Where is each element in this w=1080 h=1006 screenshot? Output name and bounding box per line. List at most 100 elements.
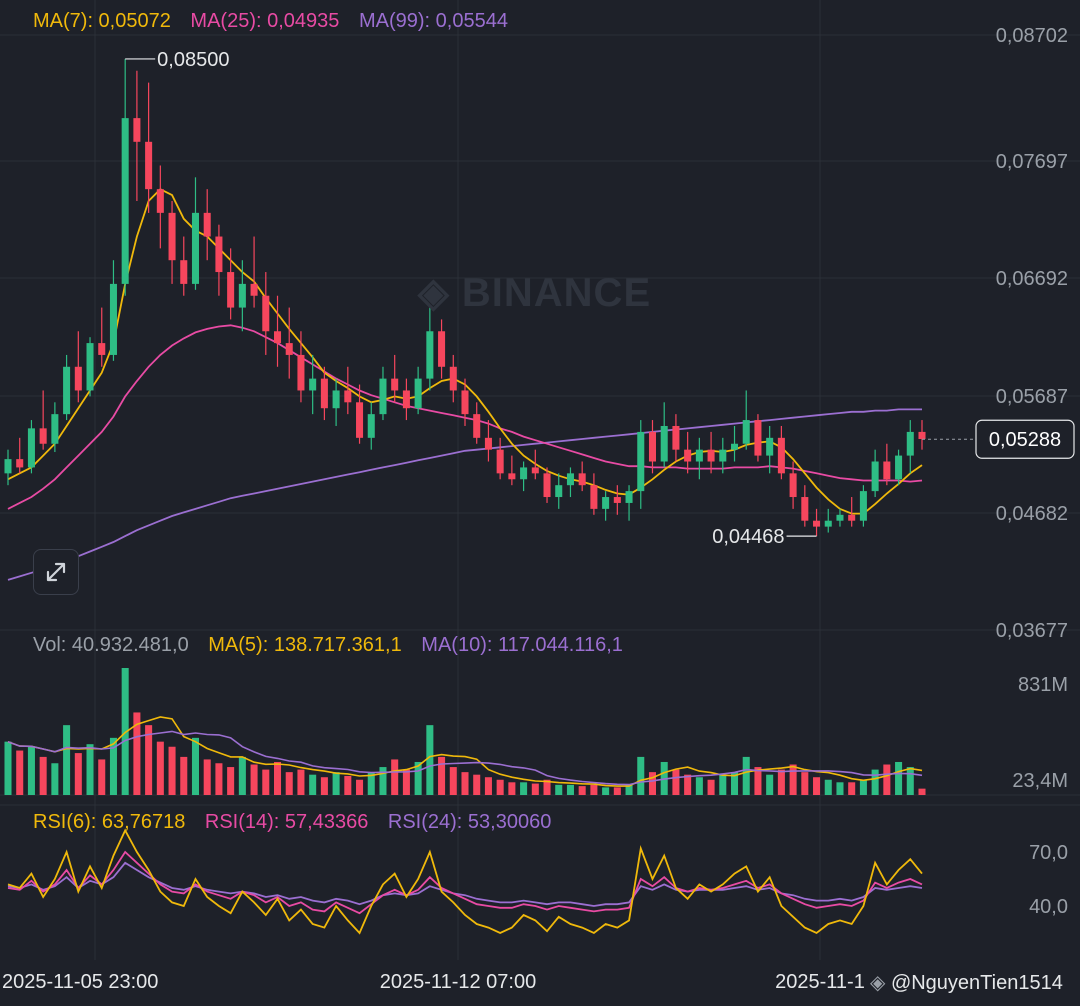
volume-bar xyxy=(730,772,739,795)
volume-bar xyxy=(320,777,328,795)
volume-bar xyxy=(836,782,844,795)
volume-bar xyxy=(98,759,106,795)
volume-bar xyxy=(180,756,188,795)
volume-bar xyxy=(51,763,59,795)
volume-bar xyxy=(520,782,528,795)
vol-ma5-line xyxy=(7,716,923,787)
volume-bar xyxy=(86,744,94,795)
volume-bar xyxy=(707,779,715,795)
candle-body xyxy=(566,473,574,486)
rsi6-legend: RSI(6): 63,76718 xyxy=(33,811,186,833)
candle-body xyxy=(180,260,188,284)
candle-body xyxy=(238,283,246,308)
volume-tick-label: 831M xyxy=(1018,674,1068,696)
expand-button[interactable] xyxy=(33,549,79,595)
volume-bar xyxy=(695,777,703,795)
candle-body xyxy=(273,331,282,344)
candle-body xyxy=(402,390,410,409)
volume-bar xyxy=(555,784,563,795)
candle-body xyxy=(63,366,71,415)
volume-bar xyxy=(16,750,24,795)
candle-body xyxy=(660,425,668,462)
candle-body xyxy=(531,467,539,474)
volume-bar xyxy=(238,756,246,795)
time-tick-label: 2025-11-1 xyxy=(775,971,865,993)
rsi14-legend: RSI(14): 57,43366 xyxy=(204,811,369,833)
candle-body xyxy=(4,459,12,474)
time-tick-label: 2025-11-05 23:00 xyxy=(2,971,158,993)
candle-body xyxy=(121,118,129,284)
volume-bar xyxy=(461,772,469,795)
ma99-line xyxy=(7,408,922,581)
volume-bar xyxy=(344,775,352,795)
volume-bar xyxy=(578,786,586,795)
volume-bar xyxy=(813,777,821,795)
axis-ticks: 0,08702 0,07697 0,06692 0,05687 0,04682 0,036… xyxy=(2,25,1075,993)
candle-body xyxy=(356,402,364,438)
volume-bar xyxy=(402,769,410,795)
candle-body xyxy=(719,449,727,462)
candle-body xyxy=(508,473,516,480)
volume-bar xyxy=(543,779,551,795)
rsi6-line xyxy=(7,828,923,935)
current-price-label: 0,05288 xyxy=(989,429,1061,451)
price-tick-label: 0,06692 xyxy=(996,268,1068,290)
candle-body xyxy=(27,428,35,468)
candle-body xyxy=(332,390,340,409)
candle-body xyxy=(309,378,317,391)
candle-body xyxy=(250,283,258,296)
candle-body xyxy=(156,189,164,213)
volume-bar xyxy=(203,759,211,795)
volume-bar xyxy=(602,787,610,795)
volume-bar xyxy=(906,767,914,795)
candle-body xyxy=(730,443,739,450)
volume-bar xyxy=(672,769,680,795)
volume-bar xyxy=(918,788,926,795)
volume-bar xyxy=(379,767,387,795)
binance-small-logo-icon: ◈ xyxy=(870,972,891,994)
volume-bar xyxy=(742,756,750,795)
ma7-line xyxy=(7,188,923,515)
volume-bar xyxy=(590,784,598,795)
volume-bar xyxy=(777,769,785,795)
candle-body xyxy=(824,520,832,527)
volume-bar xyxy=(414,761,422,795)
candle-body xyxy=(109,283,117,355)
volume-bar xyxy=(273,761,282,795)
vol-ma10-line xyxy=(7,730,923,786)
volume-bar xyxy=(566,784,574,795)
vol-ma5-legend: MA(5): 138.717.361,1 xyxy=(208,634,402,656)
candle-body xyxy=(133,118,141,142)
candle-body xyxy=(625,491,633,503)
price-candles xyxy=(4,58,926,537)
volume-bar xyxy=(531,783,539,795)
candle-body xyxy=(484,437,492,450)
volume-bar xyxy=(262,769,270,795)
candle-body xyxy=(895,455,903,480)
candle-body xyxy=(16,459,24,468)
candle-body xyxy=(262,295,270,332)
candle-body xyxy=(74,366,82,391)
candle-body xyxy=(836,514,844,521)
volume-bar xyxy=(848,782,856,795)
ma7-legend: MA(7): 0,05072 xyxy=(33,10,171,32)
candle-body xyxy=(86,343,94,391)
candle-body xyxy=(227,272,235,308)
volume-bar xyxy=(426,725,434,795)
volume-bar xyxy=(285,772,293,795)
volume-bar xyxy=(39,756,47,795)
volume-bar xyxy=(109,737,117,795)
vol-legend: Vol: 40.932.481,0 xyxy=(33,634,189,656)
volume-bar xyxy=(789,764,797,795)
candle-body xyxy=(461,390,469,415)
candle-body xyxy=(496,449,504,474)
volume-tick-label: 23,4M xyxy=(1012,770,1068,792)
volume-bars xyxy=(4,668,926,795)
volume-bar xyxy=(27,746,35,795)
volume-bar xyxy=(637,756,645,795)
volume-bar xyxy=(496,779,504,795)
price-tick-label: 0,08702 xyxy=(996,25,1068,47)
candle-body xyxy=(168,212,176,261)
ma25-legend: MA(25): 0,04935 xyxy=(190,10,340,32)
